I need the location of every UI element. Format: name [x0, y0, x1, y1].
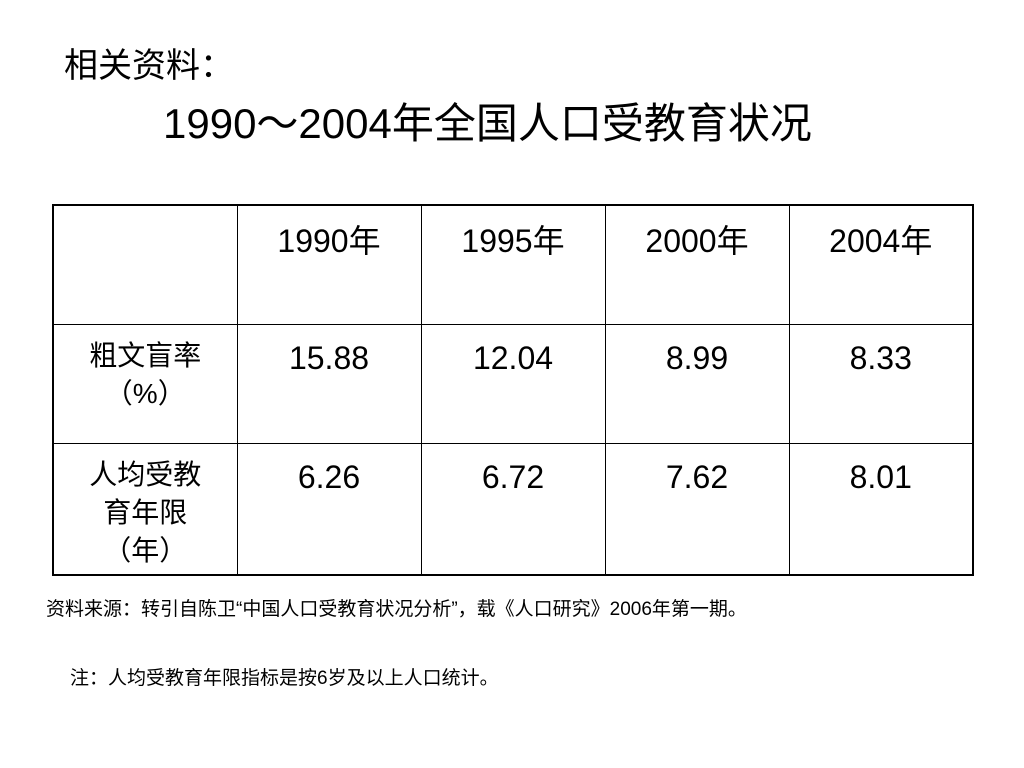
table-cell: 8.33: [788, 323, 974, 444]
table-row: 人均受教 育年限 （年） 6.26 6.72 7.62 8.01: [52, 442, 974, 576]
row-label-line: 人均受教: [89, 458, 202, 490]
column-header: 2000年: [604, 204, 790, 325]
column-header: 1990年: [236, 204, 422, 325]
table-cell: 8.01: [788, 442, 974, 576]
row-label-line: （%）: [104, 377, 186, 409]
table-corner-cell: [52, 204, 238, 325]
table-cell: 6.72: [420, 442, 606, 576]
section-label: 相关资料：: [64, 47, 234, 85]
row-label-illiteracy-rate: 粗文盲率 （%）: [52, 323, 238, 444]
column-header: 1995年: [420, 204, 606, 325]
source-citation: 资料来源：转引自陈卫“中国人口受教育状况分析”，载《人口研究》2006年第一期。: [46, 599, 747, 620]
row-label-line: 粗文盲率: [89, 339, 202, 371]
page-title: 1990～2004年全国人口受教育状况: [163, 100, 812, 147]
row-label-line: 育年限: [103, 496, 188, 528]
education-table: 1990年 1995年 2000年 2004年 粗文盲率 （%） 15.88 1…: [52, 204, 974, 576]
table-cell: 7.62: [604, 442, 790, 576]
table-cell: 6.26: [236, 442, 422, 576]
table-cell: 8.99: [604, 323, 790, 444]
row-label-line: （年）: [103, 534, 188, 566]
footnote: 注：人均受教育年限指标是按6岁及以上人口统计。: [70, 668, 499, 689]
row-label-education-years: 人均受教 育年限 （年）: [52, 442, 238, 576]
table-header-row: 1990年 1995年 2000年 2004年: [52, 204, 974, 325]
table-cell: 12.04: [420, 323, 606, 444]
table-cell: 15.88: [236, 323, 422, 444]
column-header: 2004年: [788, 204, 974, 325]
table-row: 粗文盲率 （%） 15.88 12.04 8.99 8.33: [52, 323, 974, 444]
